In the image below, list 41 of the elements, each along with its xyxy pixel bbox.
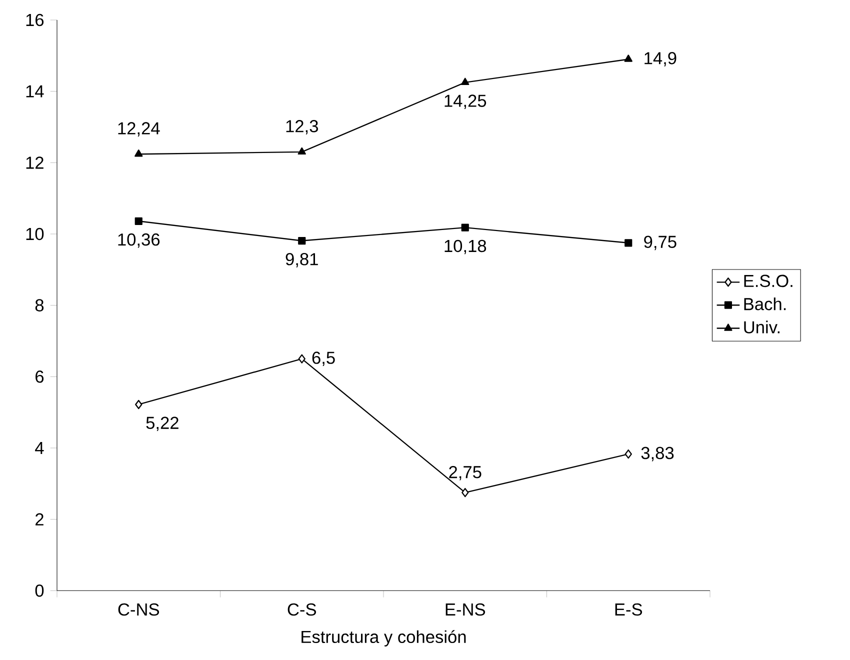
point	[624, 449, 632, 459]
data-label: 10,36	[118, 233, 160, 248]
y-tick-label: 10	[26, 228, 44, 240]
y-tick-label: 16	[26, 14, 44, 26]
legend-label: Bach.	[744, 298, 786, 310]
legend-label: E.S.O.	[744, 274, 792, 288]
point	[462, 488, 469, 498]
data-label: 14,9	[644, 52, 676, 66]
x-tick-label: E-NS	[446, 603, 486, 616]
x-axis-title: Estructura y cohesión	[302, 630, 466, 646]
point	[298, 236, 306, 245]
data-label: 6,5	[312, 352, 335, 366]
x-tick-label: C-NS	[118, 603, 160, 616]
y-tick-label: 8	[35, 299, 44, 312]
data-label: 14,25	[444, 94, 486, 109]
y-tick-label: 2	[36, 513, 44, 526]
y-tick-label: 12	[26, 156, 44, 169]
data-label: 5,22	[146, 416, 178, 432]
y-tick-label: 6	[36, 370, 44, 383]
point	[624, 54, 632, 62]
point	[461, 224, 469, 232]
data-label: 12,24	[118, 122, 160, 136]
data-label: 10,18	[444, 240, 486, 254]
y-tick-label: 4	[35, 442, 44, 454]
y-tick-label: 0	[35, 584, 44, 597]
data-label: 3,83	[641, 446, 674, 462]
point	[298, 354, 306, 364]
data-label: 2,75	[449, 466, 482, 480]
legend-label: Univ.	[744, 320, 780, 334]
point	[134, 217, 142, 225]
data-label: 12,3	[286, 120, 318, 134]
x-tick-label: E-S	[615, 603, 642, 616]
point	[135, 400, 142, 410]
point	[134, 150, 143, 157]
y-tick-label: 14	[26, 85, 44, 98]
data-label: 9,75	[644, 236, 676, 250]
point	[298, 147, 306, 155]
point	[461, 78, 470, 86]
x-tick-label: C-S	[288, 603, 316, 616]
point	[624, 239, 632, 247]
data-label: 9,81	[286, 253, 318, 268]
